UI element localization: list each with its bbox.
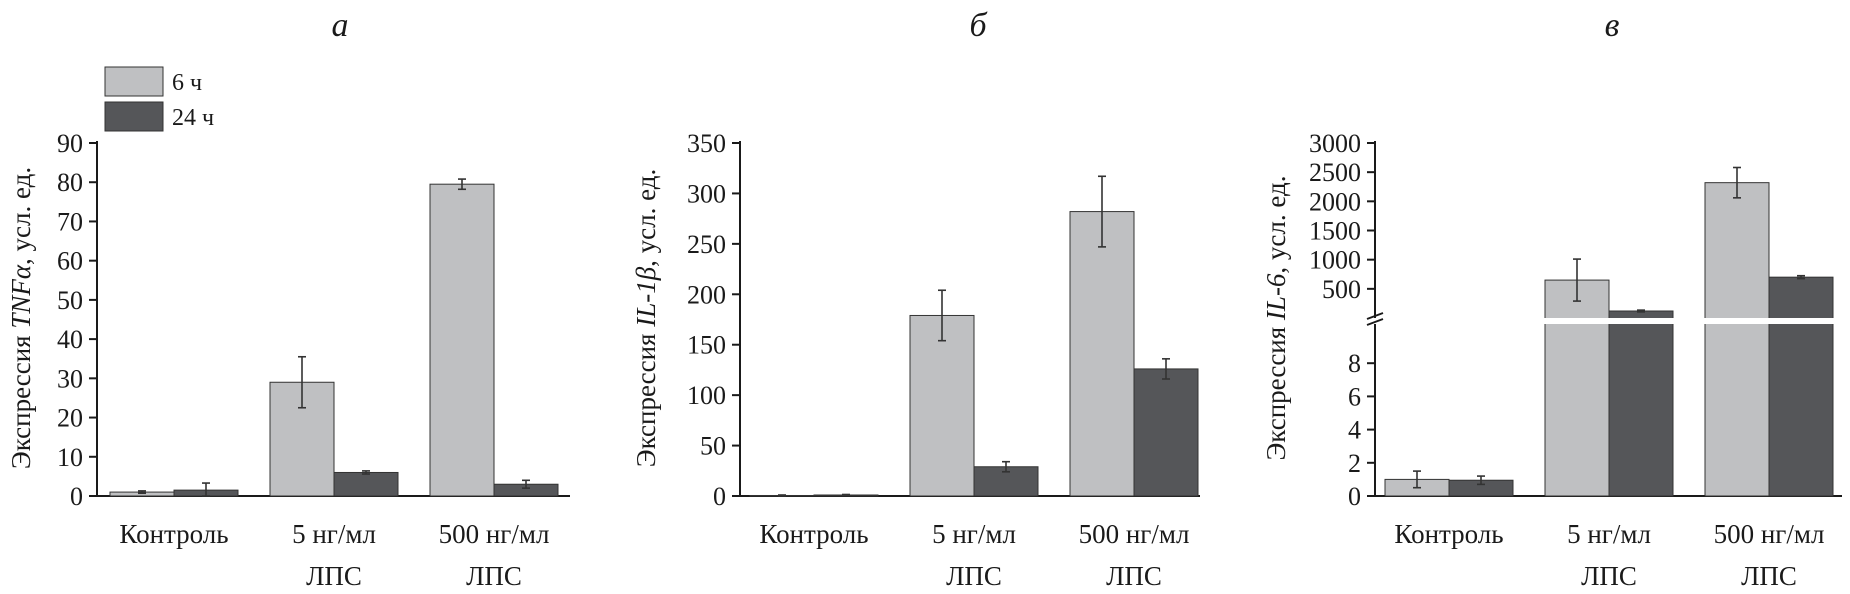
bar-2-s0-c2 [1704,182,1770,497]
x-tick-label-0-0: Контроль [119,519,228,549]
x-tick-label-line: ЛПС [466,561,522,591]
bar-1-s1-c2 [1133,368,1199,497]
x-tick-label-line: ЛПС [1581,561,1637,591]
y-tick-label: 200 [687,280,726,309]
x-tick-label-line: 5 нг/мл [292,519,376,549]
y-axis-label-a: Экспрессия TNFα, усл. ед. [6,167,36,469]
x-tick-label-1-2: 500 нг/мл ЛПС [1079,519,1190,591]
y-tick-label: 20 [57,404,83,433]
x-tick-label-line: ЛПС [306,561,362,591]
y-tick-label: 60 [57,247,83,276]
legend-swatch-24h [104,101,164,132]
y-tick-label: 50 [57,286,83,315]
x-tick-label-line: ЛПС [946,561,1002,591]
y-tick-label: 2000 [1309,187,1361,216]
bar-1-s0-c2 [1069,211,1135,497]
x-tick-label-line: 5 нг/мл [932,519,1016,549]
y-tick-label: 100 [687,381,726,410]
y-tick-label: 40 [57,325,83,354]
y-tick-label: 0 [70,482,83,511]
y-tick-label: 30 [57,364,83,393]
x-tick-label-2-2: 500 нг/мл ЛПС [1714,519,1825,591]
axis-break-mark-lower [1366,318,1384,326]
y-tick-label: 3000 [1309,129,1361,158]
y-tick-label: 6 [1348,382,1361,411]
x-tick-label-2-0: Контроль [1394,519,1503,549]
x-tick-label-line: ЛПС [1106,561,1162,591]
legend-label-24h: 24 ч [172,105,214,131]
x-tick-label-0-2: 500 нг/мл ЛПС [439,519,550,591]
x-tick-label-line: 500 нг/мл [439,519,550,549]
y-tick-label: 10 [57,443,83,472]
y-tick-label: 500 [1322,275,1361,304]
y-tick-label: 300 [687,179,726,208]
y-tick-label: 4 [1348,416,1361,445]
x-tick-label-line: 500 нг/мл [1079,519,1190,549]
x-tick-label-line: Контроль [759,519,868,549]
bar-1-s0-c1 [909,314,975,497]
panel-b: б Экспрессия IL-1β, усл. ед. 0 50 100 150 20… [631,7,1200,591]
y-tick-label: 0 [1348,482,1361,511]
x-tick-label-line: Контроль [119,519,228,549]
legend-label-6h: 6 ч [172,70,202,96]
y-tick-label: 50 [700,432,726,461]
axis-break-gap [1372,318,1845,324]
y-axis-label-c-prefix: Экспрессия [1261,320,1291,460]
x-tick-label-0-1: 5 нг/мл ЛПС [292,519,376,591]
x-tick-label-line: 5 нг/мл [1567,519,1651,549]
legend: 6 ч 24 ч [104,66,214,132]
y-axis-label-a-prefix: Экспрессия [6,329,36,469]
panel-c: в Экспрессия IL-6, усл. ед. 0 2 4 6 8 5001000… [1261,7,1845,591]
y-tick-label: 90 [57,129,83,158]
y-tick-label: 0 [713,482,726,511]
x-tick-label-line: ЛПС [1741,561,1797,591]
y-tick-label: 1000 [1309,246,1361,275]
y-axis-label-b-suffix: , усл. ед. [631,169,661,267]
bar-2-s1-c2 [1768,276,1834,497]
y-tick-label: 1500 [1309,217,1361,246]
bar-0-s1-c1 [333,471,399,497]
y-tick-label: 2500 [1309,158,1361,187]
y-tick-label: 70 [57,207,83,236]
y-axis-label-b-gene: IL-1β [631,266,661,327]
x-tick-label-line: 500 нг/мл [1714,519,1825,549]
x-tick-label-1-1: 5 нг/мл ЛПС [932,519,1016,591]
x-tick-label-line: Контроль [1394,519,1503,549]
y-axis-label-b-prefix: Экспрессия [631,327,661,467]
y-tick-label: 80 [57,168,83,197]
y-tick-label: 150 [687,331,726,360]
panel-a: а Экспрессия TNFα, усл. ед. 0 10 20 30 40 50 6… [6,7,570,591]
y-axis-label-c: Экспрессия IL-6, усл. ед. [1261,175,1291,460]
bar-2-s1-c1 [1608,310,1674,497]
y-axis-label-c-gene: IL-6 [1261,273,1291,321]
y-axis-label-a-suffix: , усл. ед. [6,167,36,265]
x-tick-label-2-1: 5 нг/мл ЛПС [1567,519,1651,591]
panel-letter-c: в [1605,7,1620,44]
x-tick-label-1-0: Контроль [759,519,868,549]
panel-letter-b: б [969,7,988,44]
y-tick-label: 8 [1348,349,1361,378]
legend-swatch-6h [104,66,164,97]
bar-2-s0-c1 [1544,279,1610,497]
bar-0-s0-c2 [429,183,495,497]
y-axis-label-b: Экспрессия IL-1β, усл. ед. [631,169,661,467]
y-tick-label: 2 [1348,449,1361,478]
axis-break-mark-upper [1366,312,1384,320]
y-tick-label: 250 [687,230,726,259]
panel-letter-a: а [332,7,349,44]
y-axis-label-c-suffix: , усл. ед. [1261,175,1291,273]
y-tick-label: 350 [687,129,726,158]
y-axis-label-a-gene: TNFα [6,264,36,329]
